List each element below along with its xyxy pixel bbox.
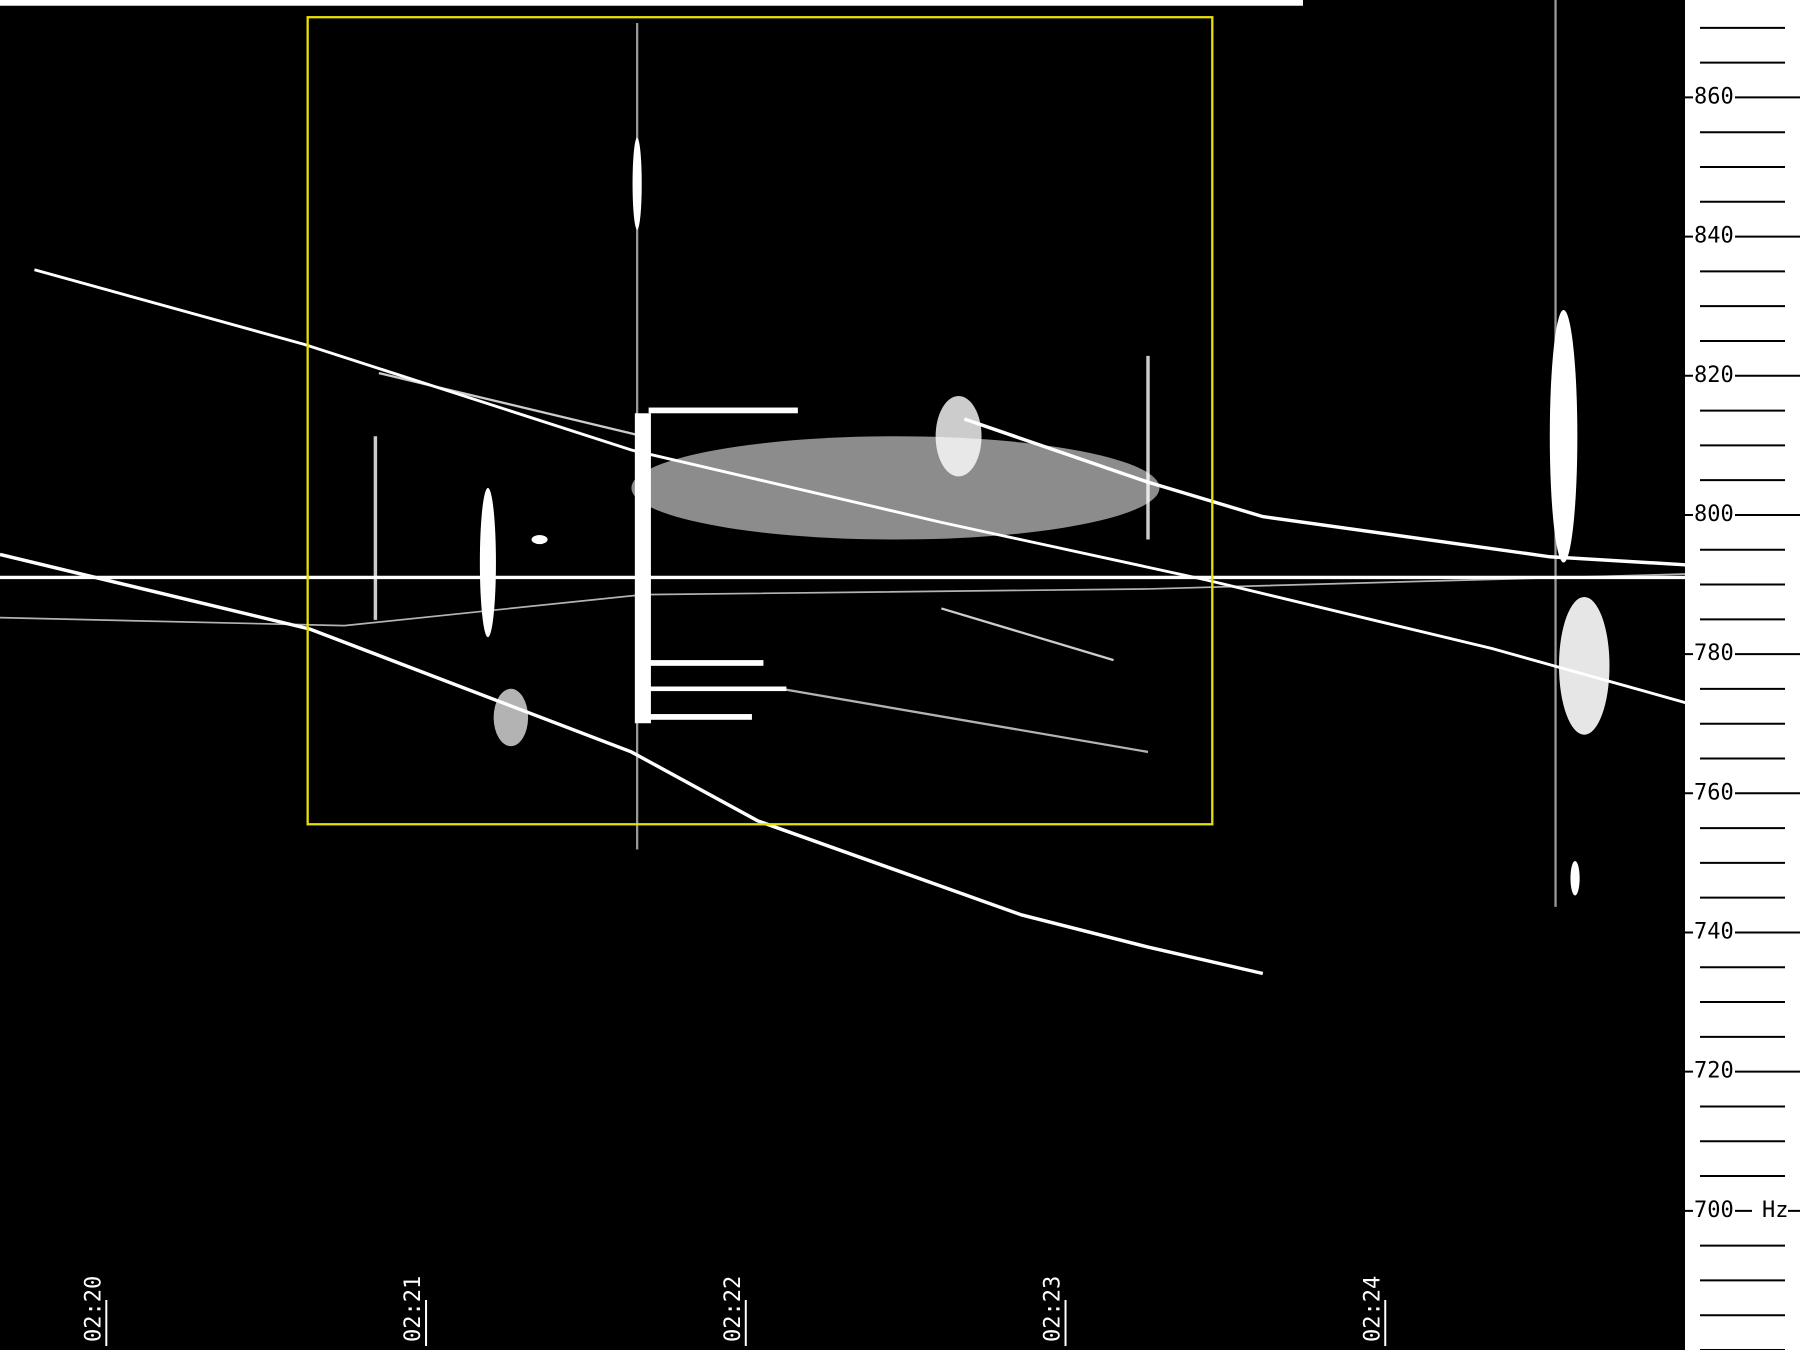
burst xyxy=(631,436,1160,540)
y-tick-label: 800 xyxy=(1694,502,1734,527)
x-tick-label: 02:24 xyxy=(1360,1276,1385,1342)
y-tick-label: 780 xyxy=(1694,641,1734,666)
burst xyxy=(1558,596,1610,735)
y-tick-label: 760 xyxy=(1694,780,1734,805)
y-tick-label-bg xyxy=(1693,1059,1735,1084)
x-tick-label: 02:21 xyxy=(401,1276,426,1342)
burst xyxy=(648,660,764,666)
top-bar xyxy=(0,0,1303,6)
burst xyxy=(479,487,496,638)
spectrogram-traces xyxy=(0,0,1686,976)
y-tick-label-bg xyxy=(1693,781,1735,806)
y-tick-label: 740 xyxy=(1694,919,1734,944)
y-tick-label: 840 xyxy=(1694,224,1734,249)
y-tick-label-bg xyxy=(1693,920,1735,945)
y-tick-label-bg xyxy=(1693,363,1735,388)
burst xyxy=(531,534,548,545)
y-tick-label: 860 xyxy=(1694,84,1734,109)
burst xyxy=(1570,861,1580,896)
burst xyxy=(648,714,752,720)
x-tick-label: 02:20 xyxy=(81,1276,106,1342)
faint-trace xyxy=(780,687,1149,754)
spectrogram-background xyxy=(0,0,1685,1350)
burst xyxy=(1549,309,1578,563)
burst xyxy=(632,137,642,230)
burst xyxy=(935,396,982,477)
faint-trace xyxy=(378,371,644,438)
y-axis-unit: Hz xyxy=(1762,1198,1789,1223)
x-tick-label: 02:23 xyxy=(1041,1276,1066,1342)
burst xyxy=(493,688,529,747)
y-tick-label: 700 xyxy=(1694,1198,1734,1223)
y-tick-label: 720 xyxy=(1694,1059,1734,1084)
selection-box[interactable] xyxy=(306,16,1214,826)
burst xyxy=(634,413,651,724)
meteor-trace xyxy=(0,552,1264,976)
faint-trace xyxy=(941,607,1114,662)
burst xyxy=(648,686,787,692)
y-tick-label-bg xyxy=(1693,85,1735,110)
y-tick-label-bg xyxy=(1693,224,1735,249)
y-unit-bg xyxy=(1752,1198,1788,1223)
x-tick-label: 02:22 xyxy=(721,1276,746,1342)
y-tick-label-bg xyxy=(1693,642,1735,667)
y-tick-label-bg xyxy=(1693,1198,1735,1223)
burst xyxy=(648,407,798,414)
y-tick-label: 820 xyxy=(1694,363,1734,388)
y-tick-label-bg xyxy=(1693,502,1735,527)
